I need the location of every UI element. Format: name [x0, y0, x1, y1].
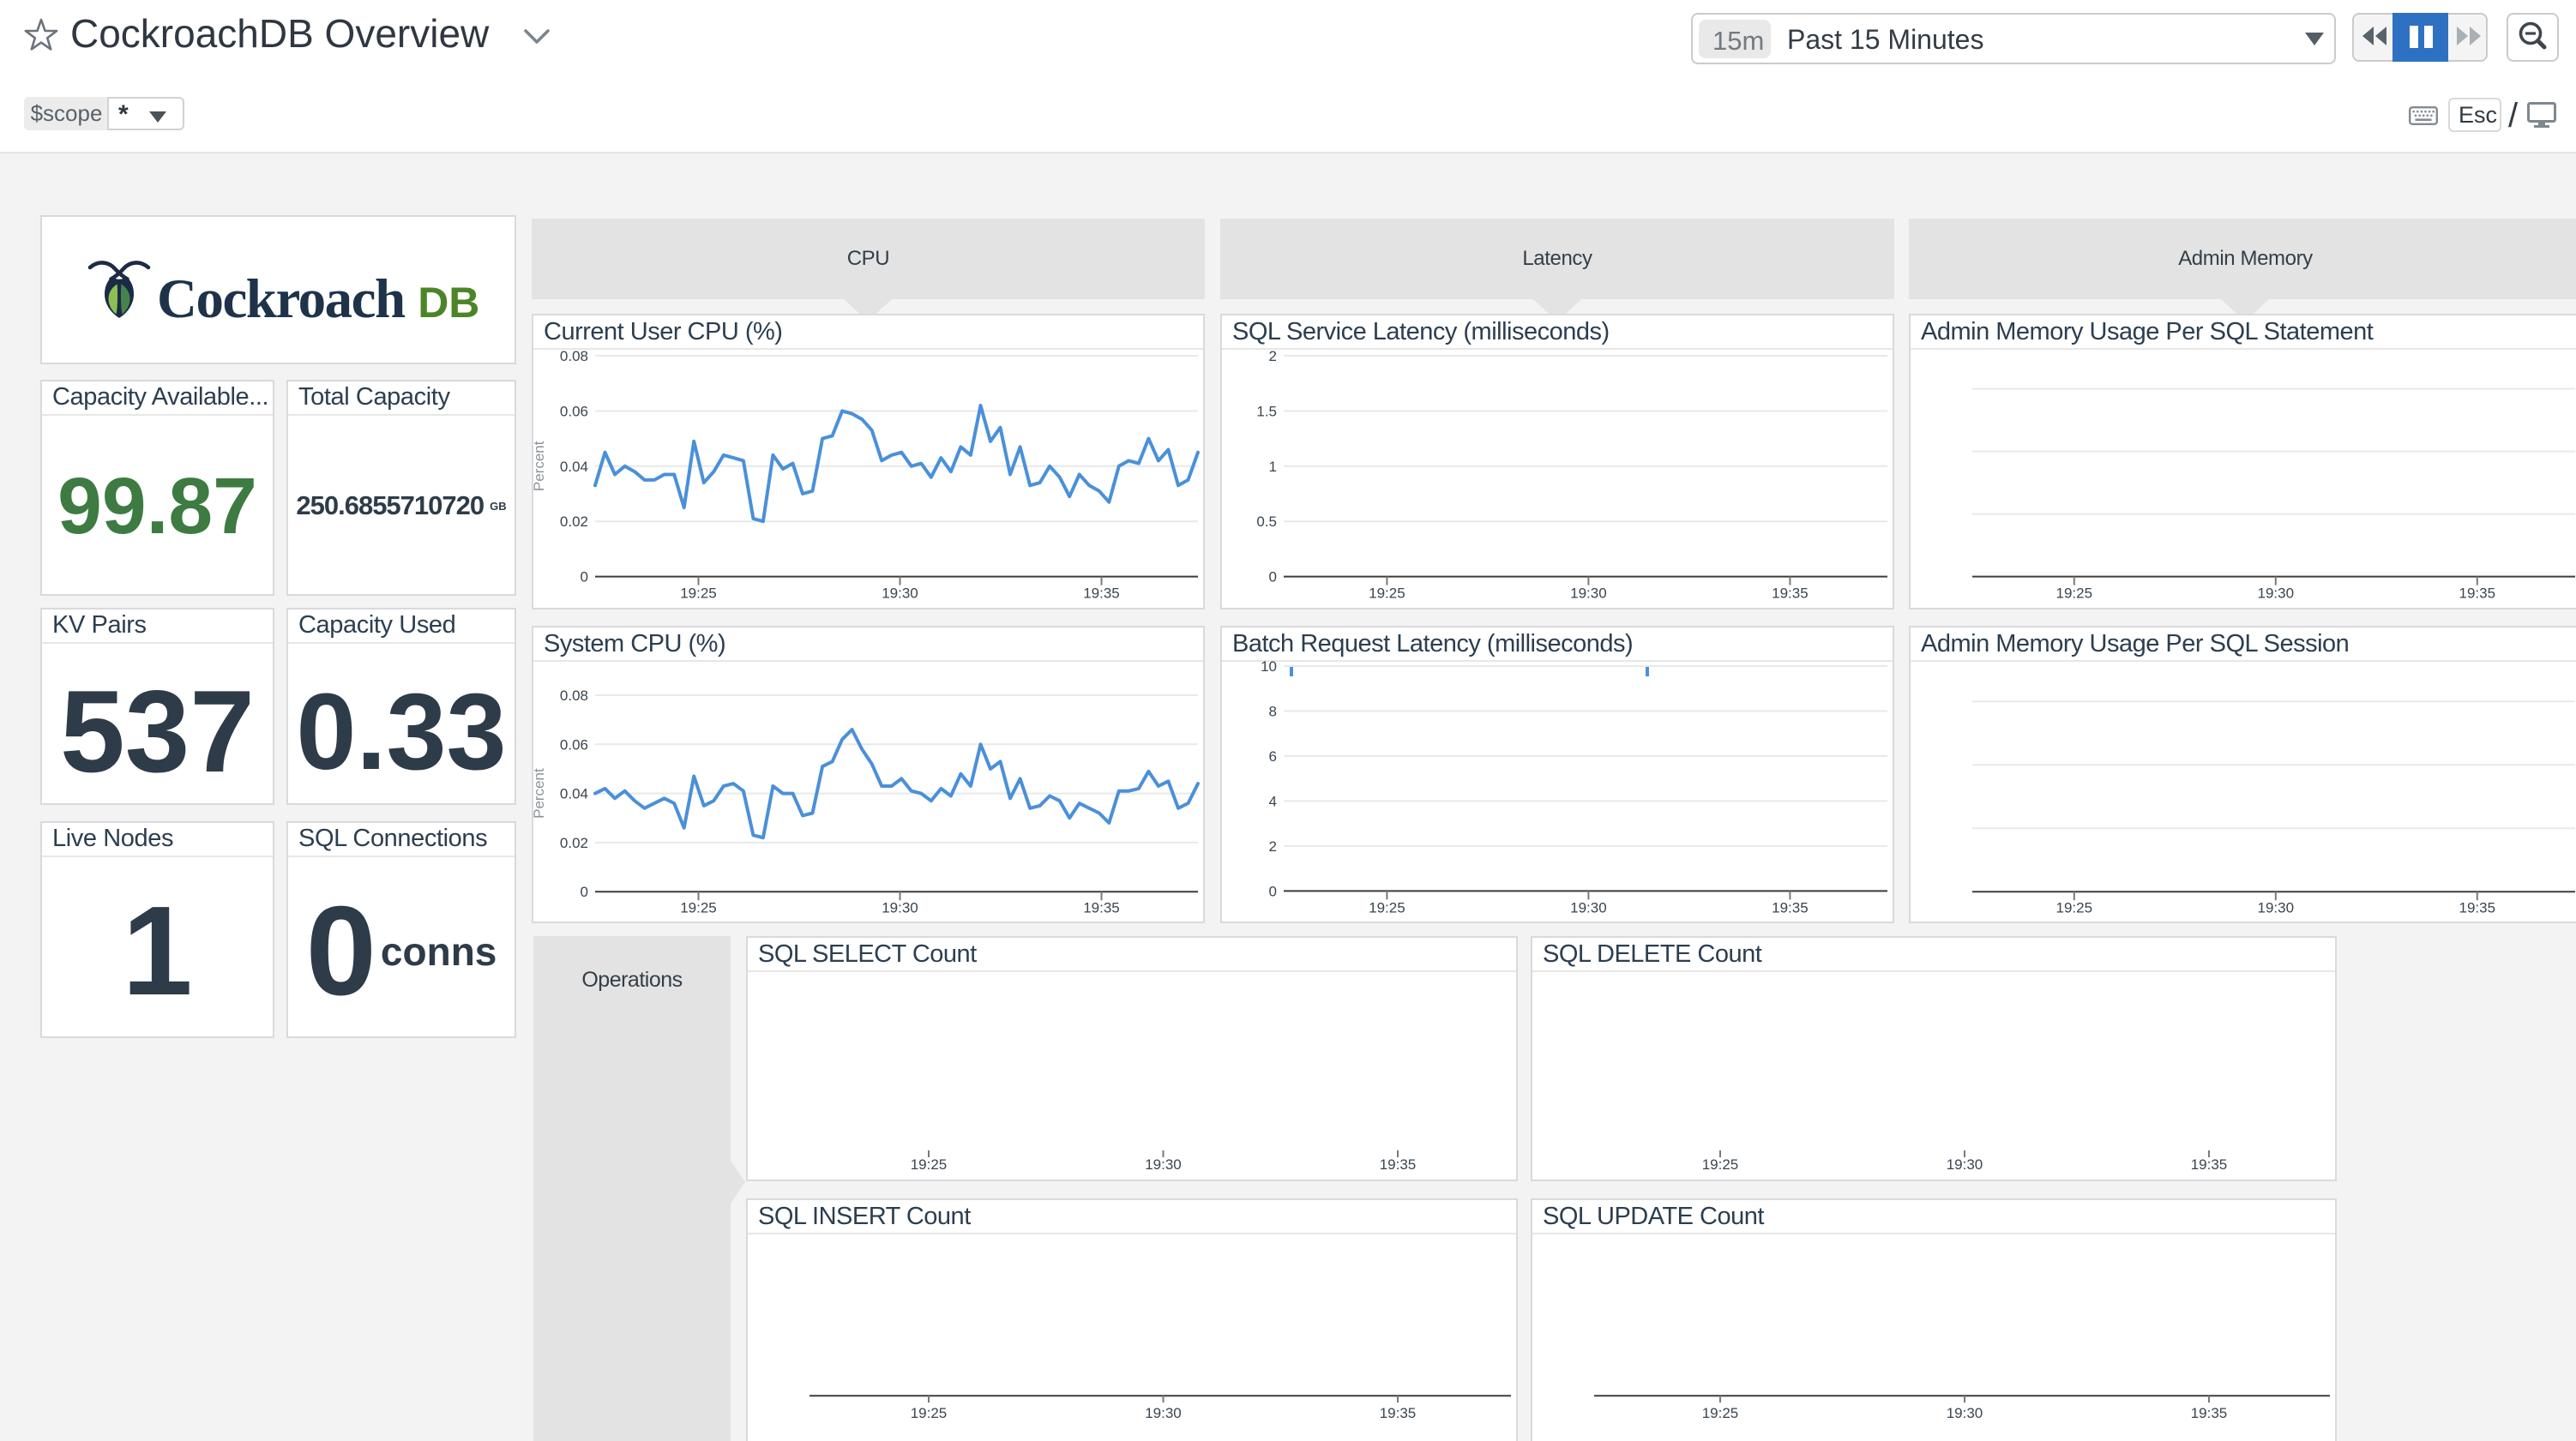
svg-text:19:25: 19:25: [2056, 585, 2093, 602]
svg-text:19:30: 19:30: [1947, 1156, 1983, 1173]
svg-text:10: 10: [1261, 658, 1277, 675]
svg-text:8: 8: [1269, 704, 1277, 720]
svg-text:19:30: 19:30: [2258, 900, 2295, 916]
svg-text:19:30: 19:30: [1570, 900, 1607, 916]
svg-text:Percent: Percent: [531, 768, 547, 819]
svg-text:0: 0: [581, 884, 588, 900]
svg-text:19:30: 19:30: [1947, 1405, 1983, 1421]
svg-text:19:35: 19:35: [1772, 900, 1809, 916]
svg-text:19:25: 19:25: [911, 1156, 948, 1173]
svg-text:19:25: 19:25: [1369, 900, 1405, 916]
svg-text:0.06: 0.06: [560, 736, 588, 753]
svg-text:19:25: 19:25: [1702, 1405, 1739, 1421]
svg-text:19:35: 19:35: [2191, 1405, 2228, 1421]
svg-text:0.02: 0.02: [560, 513, 588, 530]
svg-text:19:25: 19:25: [1702, 1156, 1739, 1173]
svg-text:0.08: 0.08: [560, 687, 588, 704]
svg-text:19:35: 19:35: [1380, 1156, 1417, 1173]
svg-text:19:25: 19:25: [1369, 585, 1405, 602]
svg-text:19:30: 19:30: [882, 900, 918, 916]
svg-text:19:25: 19:25: [680, 900, 717, 916]
svg-text:19:35: 19:35: [1083, 585, 1120, 602]
svg-text:19:25: 19:25: [2056, 900, 2093, 916]
svg-text:19:35: 19:35: [1772, 585, 1809, 602]
svg-text:0: 0: [581, 569, 588, 585]
svg-text:19:30: 19:30: [1570, 585, 1607, 602]
svg-text:19:30: 19:30: [1145, 1405, 1182, 1421]
svg-text:0: 0: [1269, 883, 1277, 899]
svg-text:19:35: 19:35: [1083, 900, 1120, 916]
svg-text:0.02: 0.02: [560, 835, 588, 851]
svg-text:19:35: 19:35: [2459, 585, 2496, 602]
svg-text:4: 4: [1269, 793, 1277, 809]
svg-text:0: 0: [1269, 569, 1277, 585]
svg-text:19:35: 19:35: [2191, 1156, 2228, 1173]
svg-text:6: 6: [1269, 748, 1277, 765]
svg-text:Percent: Percent: [531, 441, 547, 491]
svg-text:0.04: 0.04: [560, 786, 588, 802]
svg-text:1: 1: [1269, 459, 1277, 475]
svg-text:19:30: 19:30: [882, 585, 918, 602]
svg-text:0.5: 0.5: [1256, 513, 1277, 530]
svg-text:2: 2: [1269, 838, 1277, 855]
svg-text:19:25: 19:25: [911, 1405, 948, 1421]
svg-text:19:30: 19:30: [2258, 585, 2295, 602]
svg-text:19:35: 19:35: [1380, 1405, 1417, 1421]
svg-text:0.04: 0.04: [560, 459, 588, 475]
svg-text:19:25: 19:25: [680, 585, 717, 602]
svg-text:1.5: 1.5: [1256, 403, 1277, 419]
svg-text:0.06: 0.06: [560, 403, 588, 419]
svg-text:0.08: 0.08: [560, 348, 588, 364]
svg-text:2: 2: [1269, 348, 1277, 364]
svg-text:19:35: 19:35: [2459, 900, 2496, 916]
svg-text:19:30: 19:30: [1145, 1156, 1182, 1173]
